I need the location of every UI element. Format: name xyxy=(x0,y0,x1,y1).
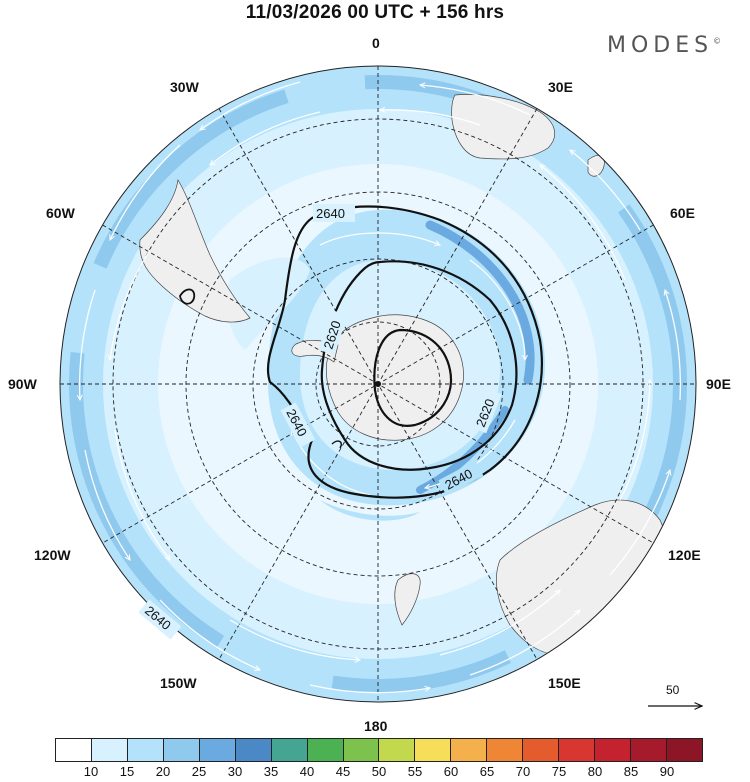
brand-text: MODES xyxy=(607,33,714,58)
polar-jet-core xyxy=(425,220,535,385)
lon-label-0: 0 xyxy=(372,35,380,51)
colorbar-tick-label: 60 xyxy=(443,764,459,779)
colorbar-swatch xyxy=(666,739,702,761)
colorbar-swatch xyxy=(631,739,667,761)
colorbar-swatch xyxy=(487,739,524,761)
longitude-labels: 0 30E 60E 90E 120E 150E 180 150W 120W 90… xyxy=(8,35,731,734)
colorbar-tick-label: 85 xyxy=(623,764,639,779)
copyright-icon: © xyxy=(713,36,722,46)
lon-label-150e: 150E xyxy=(548,675,581,691)
colorbar-tick-label: 35 xyxy=(263,764,279,779)
colorbar-tick-label: 80 xyxy=(587,764,603,779)
wind-patch-west xyxy=(226,257,310,350)
colorbar-tick-label: 25 xyxy=(191,764,207,779)
colorbar-tick-label: 65 xyxy=(479,764,495,779)
contour-label-upper: 2640 xyxy=(316,206,345,221)
colorbar-tick-label: 20 xyxy=(155,764,171,779)
colorbar-tick-label: 10 xyxy=(83,764,99,779)
continents xyxy=(139,94,668,673)
colorbar-swatch xyxy=(595,739,631,761)
colorbar-tick-label: 50 xyxy=(371,764,387,779)
new-zealand xyxy=(394,573,421,626)
colorbar-tick-label: 75 xyxy=(551,764,567,779)
south-america xyxy=(139,178,251,323)
colorbar-tick-label: 15 xyxy=(119,764,135,779)
contour-2600 xyxy=(373,328,453,427)
contour-2620 xyxy=(320,260,518,471)
africa xyxy=(451,94,556,160)
colorbar-swatch xyxy=(523,739,560,761)
contour-squiggle xyxy=(331,440,342,449)
madagascar xyxy=(587,155,605,177)
reference-vector-value: 50 xyxy=(666,683,680,697)
colorbar-swatch xyxy=(415,739,452,761)
south-pole-marker xyxy=(375,381,381,387)
colorbar-swatch xyxy=(56,739,92,761)
colorbar-tick-label: 30 xyxy=(227,764,243,779)
map-boundary xyxy=(59,65,697,703)
contour-closed-small xyxy=(179,288,196,305)
graticule-parallels xyxy=(112,118,644,650)
colorbar-swatch xyxy=(307,739,344,761)
colorbar-swatch xyxy=(91,739,128,761)
wind-vectors xyxy=(80,81,682,694)
colorbar-tick-label: 55 xyxy=(407,764,423,779)
colorbar-tick-label: 45 xyxy=(335,764,351,779)
modes-logo: MODES© xyxy=(607,33,721,58)
lon-label-90e: 90E xyxy=(706,376,731,392)
lon-label-90w: 90W xyxy=(8,376,38,392)
lon-label-180: 180 xyxy=(364,718,388,734)
colorbar-swatch xyxy=(343,739,380,761)
colorbar-swatch xyxy=(451,739,488,761)
colorbar-swatch xyxy=(559,739,596,761)
lon-label-120e: 120E xyxy=(668,547,701,563)
colorbar-swatch xyxy=(199,739,236,761)
colorbar-tick-label: 40 xyxy=(299,764,315,779)
map-disc xyxy=(60,66,696,702)
colorbar-swatch xyxy=(271,739,308,761)
colorbar-swatch xyxy=(127,739,164,761)
map-title: 11/03/2026 00 UTC + 156 hrs xyxy=(245,2,505,23)
colorbar-swatch xyxy=(235,739,272,761)
colorbar-swatch xyxy=(379,739,416,761)
contour-2640-mid xyxy=(266,205,543,499)
colorbar-swatch xyxy=(163,739,200,761)
wind-speed-colorbar xyxy=(55,738,703,762)
lon-label-60e: 60E xyxy=(670,205,695,221)
lon-label-60w: 60W xyxy=(46,205,76,221)
lon-label-150w: 150W xyxy=(160,675,197,691)
wind-patch-south xyxy=(320,500,420,521)
colorbar-tick-label: 70 xyxy=(515,764,531,779)
tasmania xyxy=(539,657,558,673)
lon-label-30w: 30W xyxy=(170,79,200,95)
lon-label-120w: 120W xyxy=(34,547,71,563)
lon-label-30e: 30E xyxy=(548,79,573,95)
colorbar-tick-label: 90 xyxy=(659,764,675,779)
